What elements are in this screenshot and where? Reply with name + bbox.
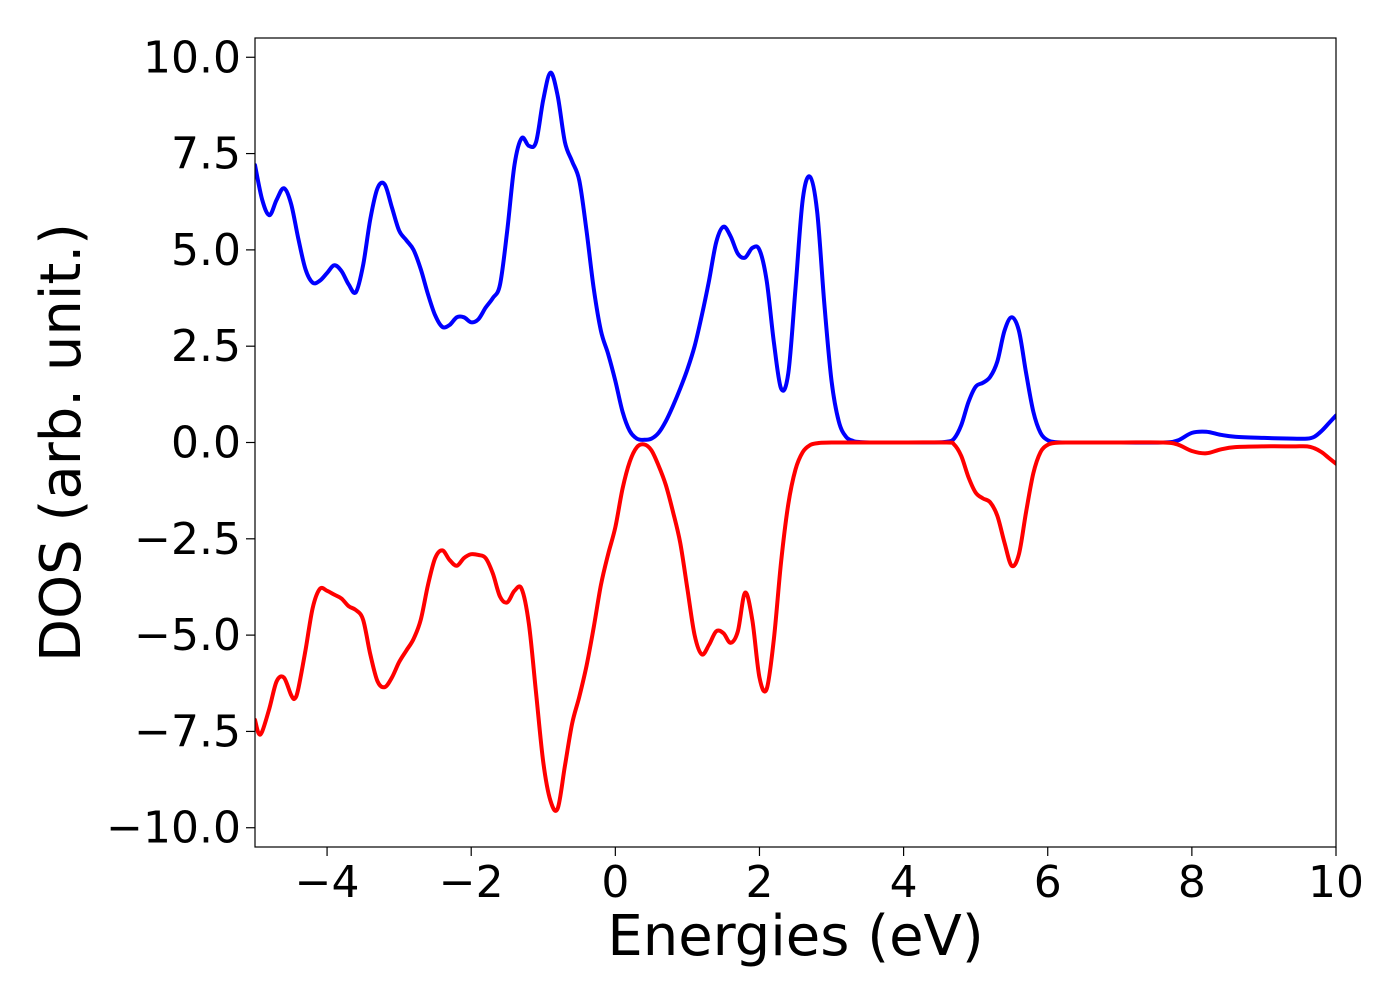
x-axis-label: Energies (eV): [607, 904, 983, 969]
y-tick-label: −10.0: [106, 803, 241, 854]
y-tick-label: 10.0: [143, 32, 241, 83]
x-tick-label: −4: [295, 857, 360, 908]
x-tick-label: 10: [1308, 857, 1364, 908]
x-tick-label: −2: [439, 857, 504, 908]
x-tick-label: 6: [1034, 857, 1062, 908]
dos-series-down-line: [255, 440, 1336, 813]
y-axis-ticks: 10.0 7.5 5.0 2.5 0.0 −2.5 −5.0 −7.5 −10.0: [106, 32, 255, 854]
x-tick-label: 2: [745, 857, 773, 908]
y-tick-label: −7.5: [134, 706, 241, 757]
x-tick-label: 0: [601, 857, 629, 908]
y-tick-label: 0.0: [171, 418, 241, 469]
x-axis-ticks: −4 −2 0 2 4 6 8 10: [295, 847, 1364, 908]
dos-series-up-line: [255, 70, 1336, 445]
y-tick-label: 2.5: [171, 321, 241, 372]
x-tick-label: 4: [890, 857, 918, 908]
series-group: [255, 70, 1336, 813]
y-tick-label: 5.0: [171, 225, 241, 276]
y-axis-label: DOS (arb. unit.): [29, 223, 94, 662]
y-tick-label: −2.5: [134, 514, 241, 565]
y-tick-label: −5.0: [134, 610, 241, 661]
y-tick-label: 7.5: [171, 129, 241, 180]
x-tick-label: 8: [1178, 857, 1206, 908]
